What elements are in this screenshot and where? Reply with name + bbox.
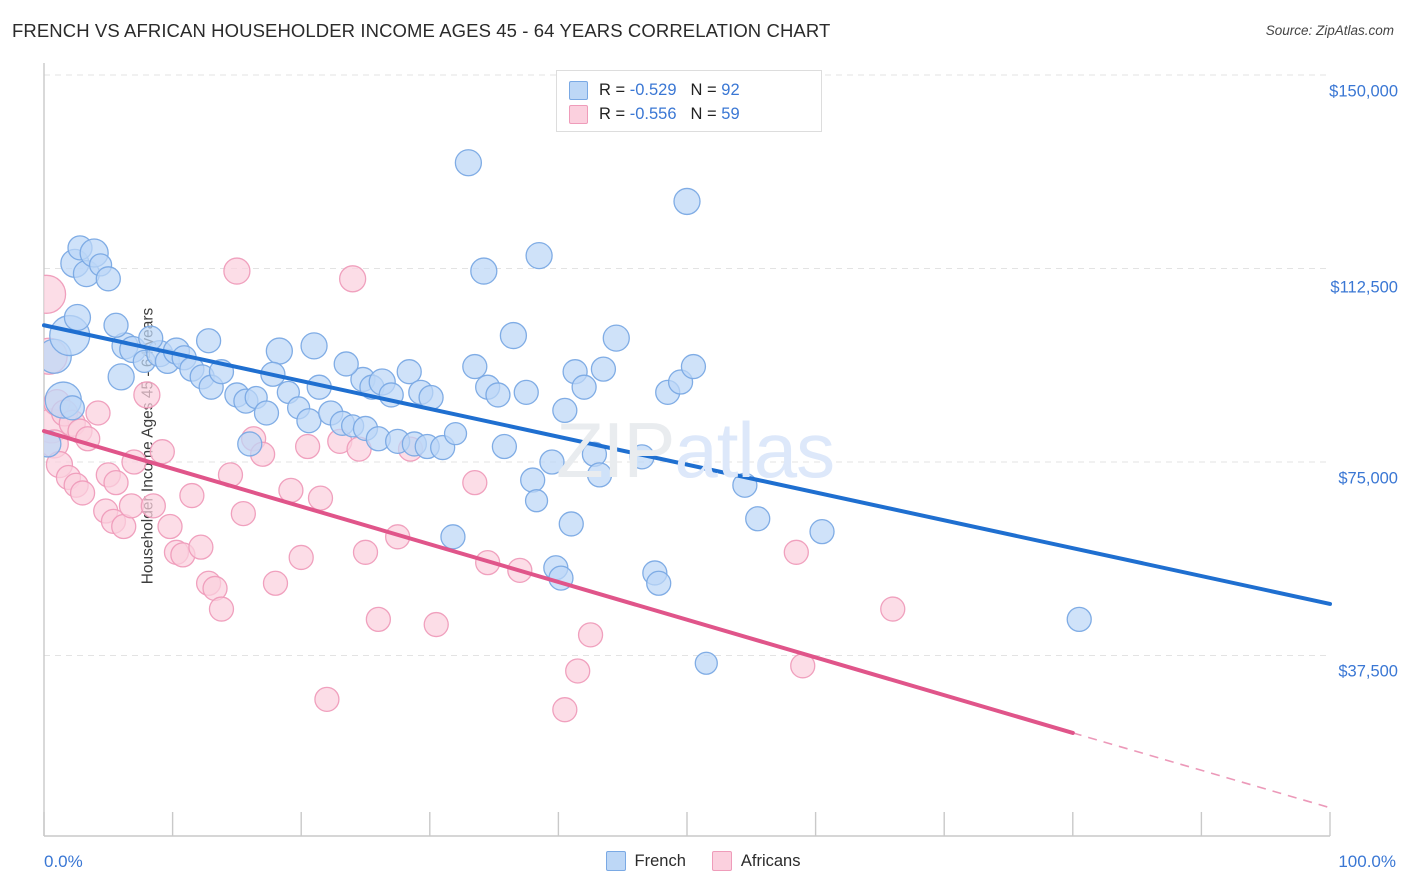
africans-r-value: -0.556 <box>629 104 677 123</box>
x-axis-min-label: 0.0% <box>44 852 83 871</box>
french-r-label: R = <box>599 80 630 99</box>
africans-legend-swatch-icon <box>711 851 732 871</box>
y-tick-label-112500: $112,500 <box>1330 278 1398 297</box>
africans-correlation-text: R = -0.556 N = 59 <box>599 105 740 124</box>
africans-r-label: R = <box>599 104 630 123</box>
french-swatch-icon <box>569 80 588 100</box>
legend-item-french[interactable]: French <box>605 851 686 871</box>
page-title: FRENCH VS AFRICAN HOUSEHOLDER INCOME AGE… <box>12 20 831 41</box>
french-correlation-text: R = -0.529 N = 92 <box>599 81 740 100</box>
africans-swatch-icon <box>569 104 588 124</box>
y-tick-label-150000: $150,000 <box>1329 82 1398 101</box>
french-r-value: -0.529 <box>629 80 677 99</box>
source-attribution: Source: ZipAtlas.com <box>1265 23 1394 38</box>
legend-item-africans[interactable]: Africans <box>711 851 801 871</box>
y-tick-label-37500: $37,500 <box>1338 662 1398 681</box>
correlation-legend-row-french: R = -0.529 N = 92 <box>569 78 809 102</box>
french-n-label: N = <box>690 80 722 99</box>
french-n-value: 92 <box>721 80 740 99</box>
correlation-legend: R = -0.529 N = 92 R = -0.556 N = 59 <box>556 70 822 132</box>
africans-legend-label: Africans <box>740 851 801 870</box>
series-legend: French Africans <box>0 851 1406 871</box>
french-legend-swatch-icon <box>605 851 626 871</box>
correlation-legend-row-africans: R = -0.556 N = 59 <box>569 102 809 126</box>
africans-n-value: 59 <box>721 104 740 123</box>
x-axis-max-label: 100.0% <box>1338 852 1396 871</box>
y-tick-label-75000: $75,000 <box>1338 469 1398 488</box>
french-legend-label: French <box>634 851 686 870</box>
africans-n-label: N = <box>690 104 722 123</box>
